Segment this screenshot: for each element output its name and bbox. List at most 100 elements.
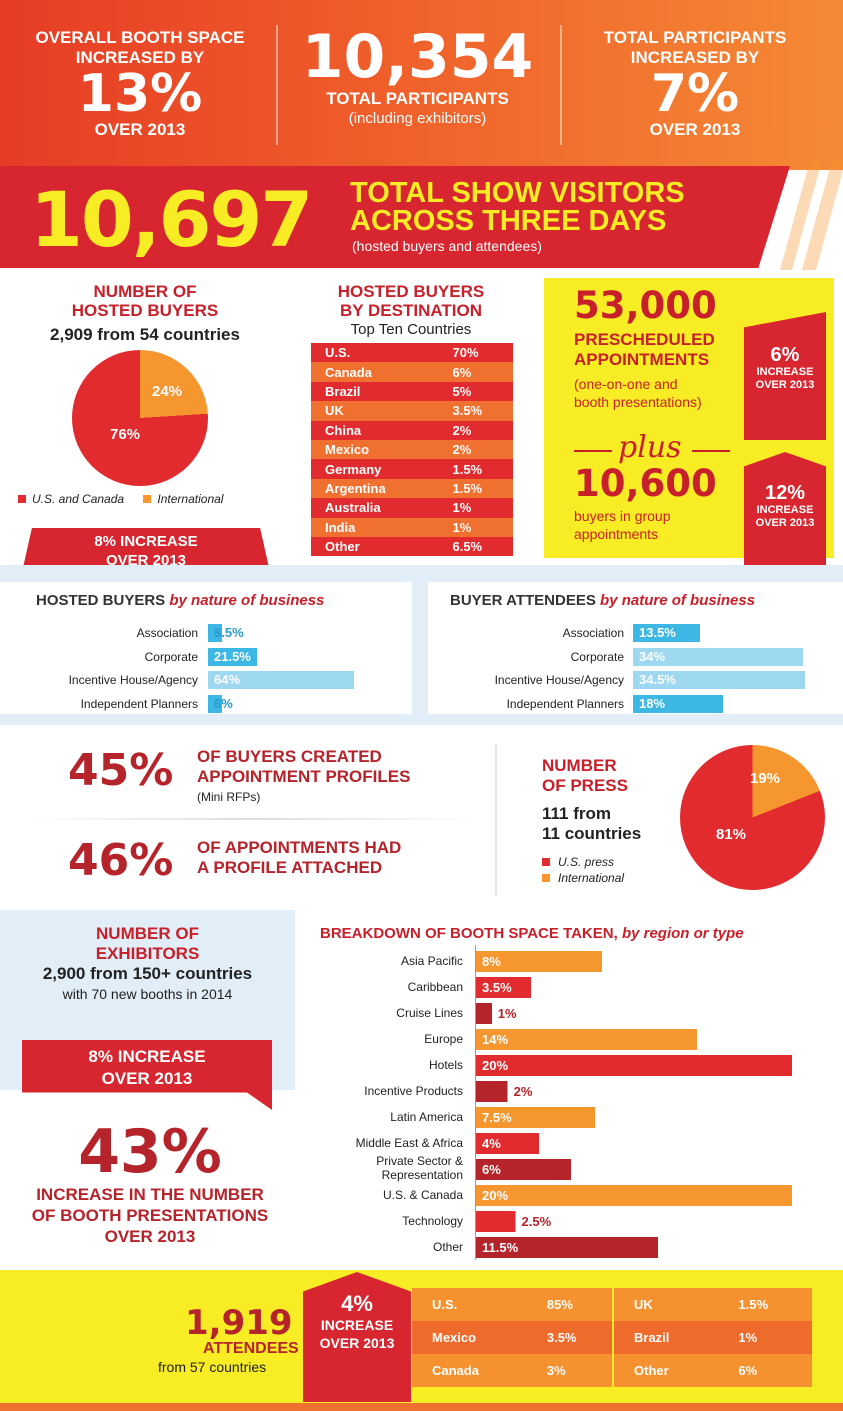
attendee-row: U.S. 85% [412, 1288, 612, 1321]
appointments-inc-pct: 6% [770, 344, 800, 366]
total-part-line2: INCREASED BY [630, 48, 760, 67]
plus-divider: plus [574, 430, 734, 466]
destination-row: U.S. 70% [311, 343, 513, 363]
attendee-nature-title-main: BUYER ATTENDEES [450, 592, 596, 609]
press-title-line1: NUMBER [542, 756, 617, 775]
visitors-note: (hosted buyers and attendees) [352, 238, 542, 254]
attendee-row: Canada 3% [412, 1354, 612, 1387]
attendee-row: Mexico 3.5% [412, 1321, 612, 1354]
nature-bar-label: Incentive House/Agency [494, 673, 624, 687]
destination-title-line2: BY DESTINATION [340, 301, 482, 320]
booth-bar: 7.5% [476, 1107, 595, 1128]
booth-bar-label: Hotels [428, 1058, 463, 1072]
destination-country: Other [325, 539, 360, 555]
destination-pct: 5% [452, 383, 472, 399]
appointments-inc-label2: OVER 2013 [755, 379, 815, 391]
nature-bar: 6% [208, 694, 233, 713]
attendee-row: Brazil 1% [614, 1321, 812, 1354]
profiles-line1b: APPOINTMENT PROFILES [197, 767, 411, 786]
destination-pct: 70% [452, 345, 479, 361]
hosted-legend: U.S. and Canada International [18, 492, 223, 506]
appointments-line1: PRESCHEDULED [574, 330, 715, 349]
presentations-pct: 43% [78, 1117, 222, 1187]
destination-pct: 1% [452, 519, 472, 535]
destination-title-line1: HOSTED BUYERS [337, 282, 485, 301]
hosted-pie-label-us: 76% [110, 426, 141, 443]
attendees-inc-pct: 4% [341, 1291, 373, 1316]
destination-pct: 2% [452, 442, 472, 458]
nature-bar-label: Independent Planners [506, 696, 624, 711]
presentations-line2: OF BOOTH PRESENTATIONS [31, 1206, 269, 1225]
destination-row: Germany 1.5% [311, 459, 513, 479]
top-banner: OVERALL BOOTH SPACE INCREASED BY 13% OVE… [0, 0, 843, 170]
group-inc-label1: INCREASE [756, 504, 814, 516]
destination-pct: 3.5% [452, 403, 483, 419]
press-title: NUMBER OF PRESS [542, 756, 628, 796]
destination-pct: 6% [452, 364, 472, 380]
attendee-country: Brazil [634, 1330, 670, 1345]
nature-bar: 18% [633, 694, 723, 713]
hosted-increase-line1: 8% INCREASE [94, 533, 198, 550]
booth-bar: 20% [476, 1185, 792, 1206]
appointments-value: 53,000 [574, 284, 717, 327]
booth-bar: 8% [476, 951, 603, 972]
attendees-table-left: U.S. 85% Mexico 3.5% Canada 3% [412, 1288, 612, 1387]
booth-increase-line2: INCREASED BY [75, 48, 205, 67]
nature-bar-label: Association [136, 626, 198, 640]
destination-country: Australia [325, 500, 381, 516]
destination-pct: 6.5% [452, 539, 483, 555]
booth-bar: 2.5% [476, 1211, 556, 1232]
booth-bar-label: Technology [402, 1214, 463, 1228]
total-participants-block: TOTAL PARTICIPANTS INCREASED BY 7% OVER … [580, 28, 810, 140]
total-part-line1: TOTAL PARTICIPANTS [603, 28, 787, 47]
presentations-line1: INCREASE IN THE NUMBER [36, 1185, 264, 1204]
legend-swatch-press-intl [542, 874, 550, 882]
appointments-note: (one-on-one and booth presentations) [574, 375, 702, 411]
total-part-period: OVER 2013 [649, 120, 741, 139]
attendee-pct: 85% [546, 1297, 573, 1312]
destination-row: India 1% [311, 517, 513, 537]
destination-row: Canada 6% [311, 362, 513, 382]
hosted-subtitle: 2,909 from 54 countries [50, 325, 240, 344]
destination-row: Australia 1% [311, 498, 513, 518]
profiles-note1: (Mini RFPs) [197, 790, 261, 804]
attendees-value: 1,919 [185, 1303, 293, 1343]
booth-bar-label: Caribbean [407, 980, 463, 994]
presentations-text: INCREASE IN THE NUMBER OF BOOTH PRESENTA… [0, 1184, 300, 1247]
booth-bar: 3.5% [476, 977, 532, 998]
destination-pct: 1% [452, 500, 472, 516]
booth-bar: 4% [476, 1133, 540, 1154]
attendee-country: UK [634, 1297, 653, 1312]
destination-country: U.S. [325, 345, 351, 361]
press-sub1: 111 from [542, 804, 611, 823]
destination-country: Canada [325, 364, 372, 380]
attendee-pct: 3.5% [546, 1330, 577, 1345]
booth-bar-label: Asia Pacific [400, 954, 463, 968]
booth-bar: 11.5% [476, 1237, 658, 1258]
total-part-pct: 7% [650, 64, 740, 124]
press-subtitle: 111 from 11 countries [542, 804, 641, 844]
exhibitors-increase-line2: OVER 2013 [101, 1069, 193, 1088]
press-sub2: 11 countries [542, 824, 642, 843]
presentations-line3: OVER 2013 [104, 1227, 196, 1246]
attendee-pct: 3% [546, 1363, 566, 1378]
group-label: buyers in group appointments [574, 507, 671, 543]
group-inc-pct: 12% [764, 482, 806, 504]
destination-pct: 1.5% [452, 480, 483, 496]
attendee-row: Other 6% [614, 1354, 812, 1387]
hosted-pie-label-intl: 24% [152, 383, 183, 400]
press-legend-intl: International [558, 871, 625, 885]
hosted-legend-us: U.S. and Canada [32, 492, 125, 506]
press-legend: U.S. press International [542, 854, 624, 886]
profiles-text2: OF APPOINTMENTS HAD A PROFILE ATTACHED [197, 838, 401, 878]
plus-line-right [692, 450, 730, 452]
hosted-title: NUMBER OF HOSTED BUYERS [20, 282, 270, 320]
profiles-vertical-divider [495, 745, 497, 895]
press-legend-us: U.S. press [558, 855, 615, 869]
nature-bar: 64% [208, 671, 354, 689]
nature-bar: 13.5% [633, 624, 701, 642]
destination-country: China [325, 422, 362, 438]
booth-bar-label: U.S. & Canada [382, 1188, 463, 1202]
attendees-inc2: OVER 2013 [319, 1335, 395, 1351]
appointments-line2: APPOINTMENTS [574, 350, 710, 369]
